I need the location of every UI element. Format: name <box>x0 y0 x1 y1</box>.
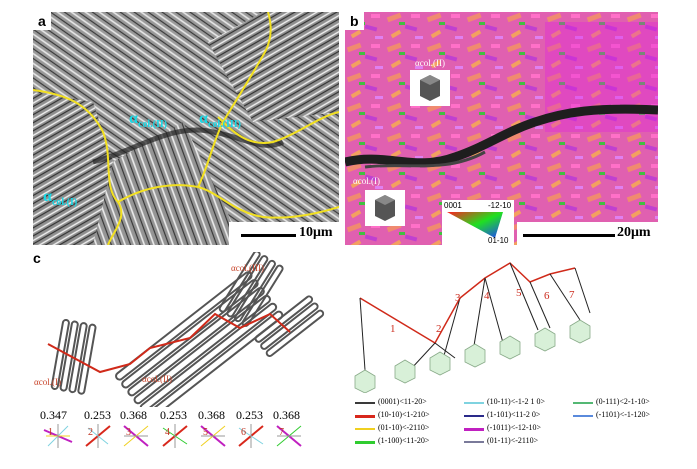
colony-label-a-II: αcol.(II) <box>129 110 168 131</box>
legend-swatch <box>464 402 484 404</box>
legend-swatch <box>355 428 375 430</box>
ipf-label-0001: 0001 <box>444 201 462 210</box>
ipf-legend <box>442 200 514 245</box>
legend-entry: (1-100)<11-20> <box>378 436 430 445</box>
variant-number-1: 1 <box>48 427 53 438</box>
slip-variant-icons <box>43 424 302 448</box>
colony-label-c-III: αcol.(III) <box>231 263 264 273</box>
scale-box-b: 20μm <box>517 222 658 245</box>
scale-bar-b <box>523 234 615 237</box>
hcp-crystal-icon <box>410 70 450 106</box>
hcp-crystal-icon <box>365 190 405 226</box>
colony-label-c-I: αcol.(I) <box>34 377 61 387</box>
crack-path <box>47 312 291 374</box>
colony-label-a-I: αcol.(I) <box>43 188 78 209</box>
step-number-6: 6 <box>544 290 550 302</box>
step-number-3: 3 <box>455 292 461 304</box>
schmid-factor-3: 0.368 <box>120 408 147 422</box>
variant-number-5: 5 <box>203 427 208 438</box>
lamellae-schematic <box>47 252 325 407</box>
schmid-factor-5: 0.368 <box>198 408 225 422</box>
step-number-4: 4 <box>484 290 490 302</box>
panel-b-ebsd-map: b αcol.(II) αcol.(I) 0001 -12-10 01-10 2… <box>345 12 658 245</box>
colony-label-b-II: αcol.(II) <box>415 58 445 68</box>
step-number-2: 2 <box>436 323 442 335</box>
variant-number-4: 4 <box>165 427 170 438</box>
schmid-factor-6: 0.253 <box>236 408 263 422</box>
step-number-1: 1 <box>390 323 396 335</box>
legend-entry: (0001)<11-20> <box>378 397 427 406</box>
legend-entry: (1-101)<11-2 0> <box>487 410 541 419</box>
variant-number-6: 6 <box>241 427 246 438</box>
schmid-factor-1: 0.347 <box>40 408 67 422</box>
legend-swatch <box>355 415 375 418</box>
legend-swatch <box>573 402 593 404</box>
scale-text-b: 20μm <box>617 225 651 240</box>
legend-entry: (-1101)<-1-120> <box>596 410 651 419</box>
legend-swatch <box>573 415 593 417</box>
legend-entry: (01-11)<-2110> <box>487 436 539 445</box>
legend-entry: (10-11)<-1-2 1 0> <box>487 397 546 406</box>
scale-box-a: 10μm <box>229 222 339 245</box>
legend-entry: (0-111)<2-1-10> <box>596 397 650 406</box>
variant-number-3: 3 <box>126 427 131 438</box>
colony-label-b-I: αcol.(I) <box>353 176 380 186</box>
panel-b-label: b <box>345 12 364 30</box>
step-number-7: 7 <box>569 289 575 301</box>
colony-label-c-II: αcol.(II) <box>142 374 172 384</box>
crack-step-schematic <box>354 262 591 393</box>
schmid-factor-7: 0.368 <box>273 408 300 422</box>
panel-c-label: c <box>33 250 41 266</box>
legend-swatch <box>355 441 375 444</box>
legend-swatch <box>355 402 375 404</box>
scale-bar-a <box>241 234 296 237</box>
panel-a-label: a <box>33 12 51 30</box>
legend-entry: (10-10)<1-210> <box>378 410 430 419</box>
step-number-5: 5 <box>516 287 522 299</box>
schmid-factor-4: 0.253 <box>160 408 187 422</box>
schmid-factor-2: 0.253 <box>84 408 111 422</box>
legend-entry: (01-10)<-2110> <box>378 423 430 432</box>
scale-text-a: 10μm <box>299 225 333 240</box>
colony-label-a-III: αcol.(III) <box>199 110 241 131</box>
legend-swatch <box>464 428 484 431</box>
sem-texture <box>33 12 339 245</box>
legend-swatch <box>464 415 484 417</box>
legend-entry: (-1011)<-12-10> <box>487 423 542 432</box>
ipf-label-01-10: 01-10 <box>488 236 509 245</box>
variant-number-7: 7 <box>279 427 284 438</box>
variant-number-2: 2 <box>88 427 93 438</box>
ebsd-texture <box>345 12 658 245</box>
legend-swatch <box>464 441 484 443</box>
panel-a-micrograph: a αcol.(II) αcol.(III) αcol.(I) 10μm <box>33 12 339 245</box>
ipf-label-12-10: -12-10 <box>488 201 512 210</box>
